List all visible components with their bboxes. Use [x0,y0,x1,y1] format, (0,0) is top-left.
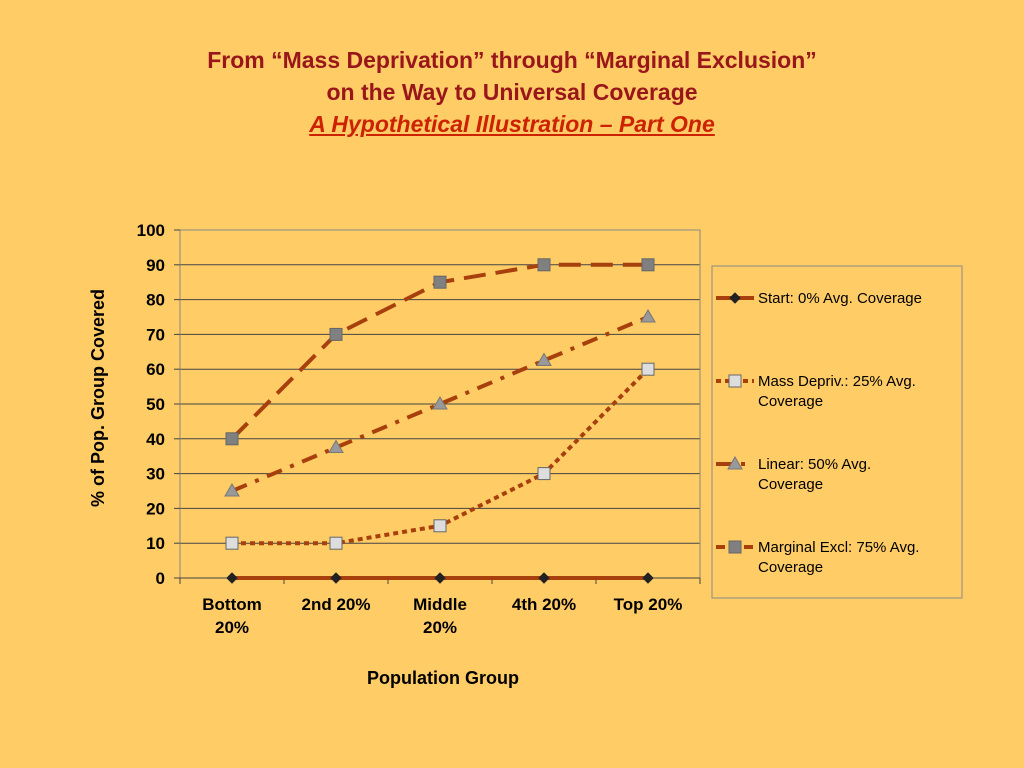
legend-item-3: Marginal Excl: 75% Avg. Coverage [716,539,919,576]
legend-label-line: Start: 0% Avg. Coverage [758,290,922,307]
data-point [433,519,447,533]
data-point [329,536,343,550]
legend-label-0: Start: 0% Avg. Coverage [758,290,922,307]
legend-box [711,265,963,599]
data-point [225,536,239,550]
legend-marker-2 [727,456,743,470]
data-point [536,352,552,366]
x-tick-label: 2nd 20% [302,595,371,614]
data-point [433,275,447,289]
x-tick-label-line: 4th 20% [512,595,576,614]
y-tick-label-0: 0 [156,569,165,588]
legend-item-0: Start: 0% Avg. Coverage [716,290,922,307]
chart-legend: Start: 0% Avg. Coverage Mass Depriv.: 25%… [711,265,963,599]
x-tick-label-line: 2nd 20% [302,595,371,614]
x-tick-label-line: 20% [215,618,249,637]
slide-title-line-1: From “Mass Deprivation” through “Margina… [207,47,817,73]
y-tick-label-90: 90 [146,256,165,275]
series-0 [226,572,654,584]
x-tick-label: Bottom 20% [202,595,261,637]
x-tick-label-line: Top 20% [614,595,683,614]
legend-label-3: Marginal Excl: 75% Avg. Coverage [758,539,919,576]
y-tick-label-70: 70 [146,325,165,344]
legend-label-2: Linear: 50% Avg. Coverage [758,456,871,493]
slide-subtitle: A Hypothetical Illustration – Part One [309,111,715,137]
y-tick-label-20: 20 [146,499,165,518]
series-2 [224,309,656,497]
data-point [329,327,343,341]
y-tick-label-60: 60 [146,360,165,379]
legend-label-line: Coverage [758,393,823,410]
series-1 [225,362,655,550]
legend-label-line: Coverage [758,476,823,493]
series-line-3 [230,262,648,441]
legend-label-1: Mass Depriv.: 25% Avg. Coverage [758,373,916,410]
y-tick-label-40: 40 [146,430,165,449]
series-line-1 [232,367,650,546]
x-tick-label: 4th 20% [512,595,576,614]
x-axis: Bottom 20% 2nd 20% Middle 20% 4th 20% Top 20% [179,577,701,637]
data-point [432,396,448,410]
slide-title-line-2: on the Way to Universal Coverage [326,79,698,105]
x-axis-title: Population Group [367,668,519,688]
y-tick-label-100: 100 [137,221,165,240]
legend-marker-0 [729,292,741,304]
x-tick-label-line: 20% [423,618,457,637]
legend-label-line: Coverage [758,559,823,576]
legend-label-line: Mass Depriv.: 25% Avg. [758,373,916,390]
series-3 [225,258,655,446]
data-point [434,572,446,584]
legend-label-line: Linear: 50% Avg. [758,456,871,473]
data-point [225,432,239,446]
x-tick-label-line: Middle [413,595,467,614]
legend-item-1: Mass Depriv.: 25% Avg. Coverage [716,373,916,410]
y-tick-label-10: 10 [146,534,165,553]
legend-marker-1 [728,374,742,388]
legend-marker-3 [728,540,742,554]
data-point [226,572,238,584]
legend-item-2: Linear: 50% Avg. Coverage [716,456,871,493]
y-tick-label-80: 80 [146,291,165,310]
data-point [537,258,551,272]
y-axis-title: % of Pop. Group Covered [88,289,108,507]
data-point [640,309,656,323]
chart-series [224,258,656,584]
data-point [641,362,655,376]
y-tick-label-30: 30 [146,465,165,484]
data-point [330,572,342,584]
y-tick-label-50: 50 [146,395,165,414]
x-tick-label: Top 20% [614,595,683,614]
slide-title-block: From “Mass Deprivation” through “Margina… [0,44,1024,140]
x-tick-label: Middle 20% [413,595,467,637]
data-point [642,572,654,584]
data-point [641,258,655,272]
data-point [538,572,550,584]
data-point [328,439,344,453]
data-point [537,467,551,481]
data-point [224,483,240,497]
x-tick-label-line: Bottom [202,595,261,614]
legend-label-line: Marginal Excl: 75% Avg. [758,539,919,556]
y-axis: 0 10 20 30 40 50 60 70 80 90 100 [137,221,180,588]
